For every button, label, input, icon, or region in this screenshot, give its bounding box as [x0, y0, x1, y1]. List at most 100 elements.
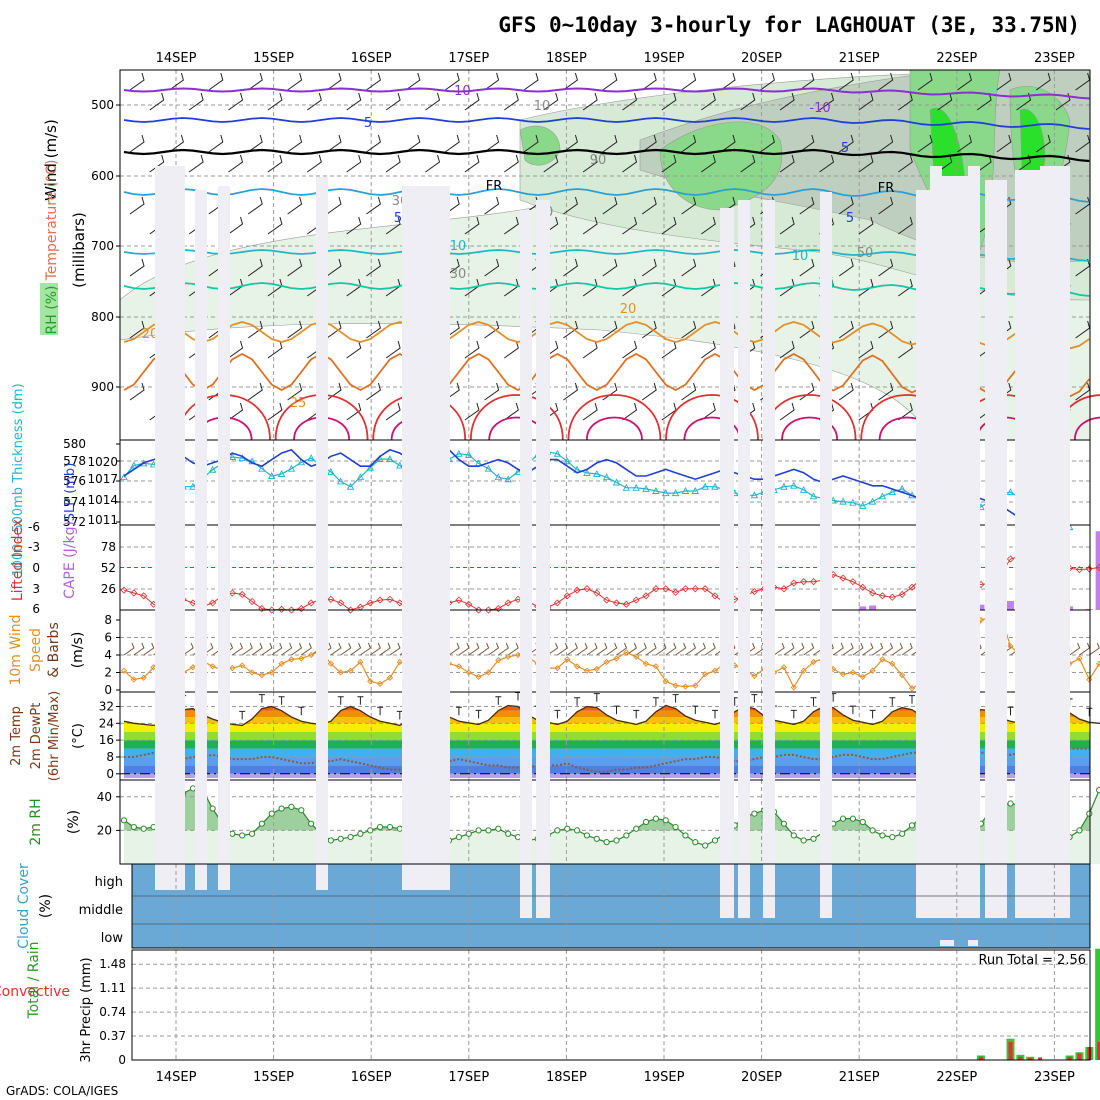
- wind-barb: [563, 72, 578, 91]
- wind-barb: [123, 642, 135, 656]
- wind-barb: [247, 72, 263, 91]
- rh-point: [337, 835, 344, 842]
- contour-label: 5: [364, 116, 372, 131]
- date-label-bottom: 17SEP: [448, 1070, 489, 1085]
- wind-barb: [346, 154, 362, 173]
- li-point: [563, 592, 571, 600]
- date-label-bottom: 15SEP: [253, 1070, 294, 1085]
- li-line: [123, 555, 1100, 611]
- thickness-point: [346, 482, 355, 490]
- thickness-point: [652, 487, 660, 494]
- rh-point: [377, 823, 384, 831]
- wind-barb: [1079, 642, 1091, 656]
- contour-label: 90: [590, 153, 607, 168]
- rh-point: [574, 827, 581, 834]
- thickness-point: [327, 467, 335, 475]
- minmax-marker: [475, 709, 482, 719]
- cloud-block: [155, 166, 185, 890]
- y-tick-label: 6: [32, 602, 40, 616]
- wind-barb: [346, 216, 362, 235]
- minmax-marker: [377, 706, 384, 716]
- wind-barb: [878, 72, 894, 91]
- wind-barb: [602, 196, 618, 215]
- rh-point: [593, 835, 600, 842]
- wind-speed-point: [475, 673, 482, 681]
- cape-bar: [859, 606, 867, 610]
- wind-barb: [228, 402, 244, 421]
- wind-barb: [582, 154, 598, 173]
- wind-barb: [346, 92, 362, 111]
- rh-point: [514, 834, 522, 841]
- thickness-point: [642, 484, 650, 492]
- wind-speed-point: [849, 669, 857, 676]
- li-point: [376, 596, 384, 604]
- wind-barb: [287, 72, 303, 91]
- wind-barb: [622, 92, 638, 111]
- wind-speed-point: [357, 658, 364, 666]
- wind-barb: [622, 216, 638, 235]
- wind-speed-point: [248, 669, 256, 676]
- rh-area-light: [124, 788, 1100, 864]
- wind-barb: [448, 642, 460, 656]
- y-tick-label: 1.48: [99, 957, 126, 971]
- cape-bar: [1095, 531, 1100, 610]
- y-tick-label: 0: [32, 561, 40, 575]
- wind-barb: [307, 92, 322, 111]
- li-point: [238, 590, 246, 598]
- wind-barb: [720, 72, 736, 91]
- wind-barb: [385, 92, 401, 111]
- wind-barb: [350, 642, 362, 656]
- wind-speed-point: [751, 672, 758, 680]
- contour-label: 5: [841, 141, 849, 156]
- y-tick-label: 20: [97, 823, 112, 837]
- minmax-marker: [574, 697, 581, 706]
- wind-barb: [582, 402, 598, 421]
- rh-point: [308, 820, 315, 827]
- wind-barb: [271, 642, 283, 656]
- y-tick-label: -6: [28, 520, 40, 534]
- date-label-top: 23SEP: [1034, 51, 1075, 66]
- wind-barb: [464, 92, 480, 111]
- wind-barb: [799, 382, 815, 401]
- footer-credit: GrADS: COLA/IGES: [6, 1084, 118, 1098]
- wind-barb: [838, 134, 854, 153]
- thickness-point: [267, 472, 276, 480]
- wind-barb: [675, 642, 687, 656]
- contour-label: 50: [857, 246, 874, 261]
- minmax-marker: [712, 709, 718, 719]
- wind-speed-point: [702, 671, 709, 678]
- rh-point: [258, 820, 265, 827]
- panel-frame: [131, 863, 1091, 949]
- wind-speed-point: [465, 669, 472, 676]
- wind-barb: [641, 72, 657, 91]
- li-point: [859, 583, 867, 591]
- wind-barb: [602, 258, 618, 277]
- minmax-marker: [790, 709, 797, 719]
- wind-barb: [1035, 134, 1051, 153]
- thickness-point: [563, 457, 572, 465]
- li-point: [297, 605, 305, 613]
- wind-barb: [1035, 72, 1051, 91]
- li-point: [1075, 566, 1084, 574]
- y-tick-label: 2: [104, 666, 112, 680]
- wind-speed-point: [800, 667, 807, 674]
- li-point: [248, 597, 256, 606]
- wind-speed-point: [278, 660, 285, 667]
- wind-barb: [405, 134, 421, 153]
- minmax-marker: [239, 710, 246, 720]
- wind-barb: [832, 642, 844, 656]
- wind-barb: [444, 72, 460, 91]
- wind-speed-point: [376, 680, 384, 688]
- thickness-point: [888, 488, 897, 496]
- rh-point: [859, 818, 866, 826]
- minmax-marker: [298, 706, 305, 716]
- y-tick-label: 32: [99, 700, 114, 714]
- thickness-point: [671, 489, 680, 497]
- wind-barb: [251, 642, 263, 656]
- date-label-top: 17SEP: [448, 51, 489, 66]
- li-point: [878, 592, 887, 600]
- wind-barb: [681, 196, 697, 215]
- cloud-block: [820, 192, 832, 918]
- y-tick-label: 1011: [87, 513, 118, 527]
- thickness-point: [130, 461, 138, 469]
